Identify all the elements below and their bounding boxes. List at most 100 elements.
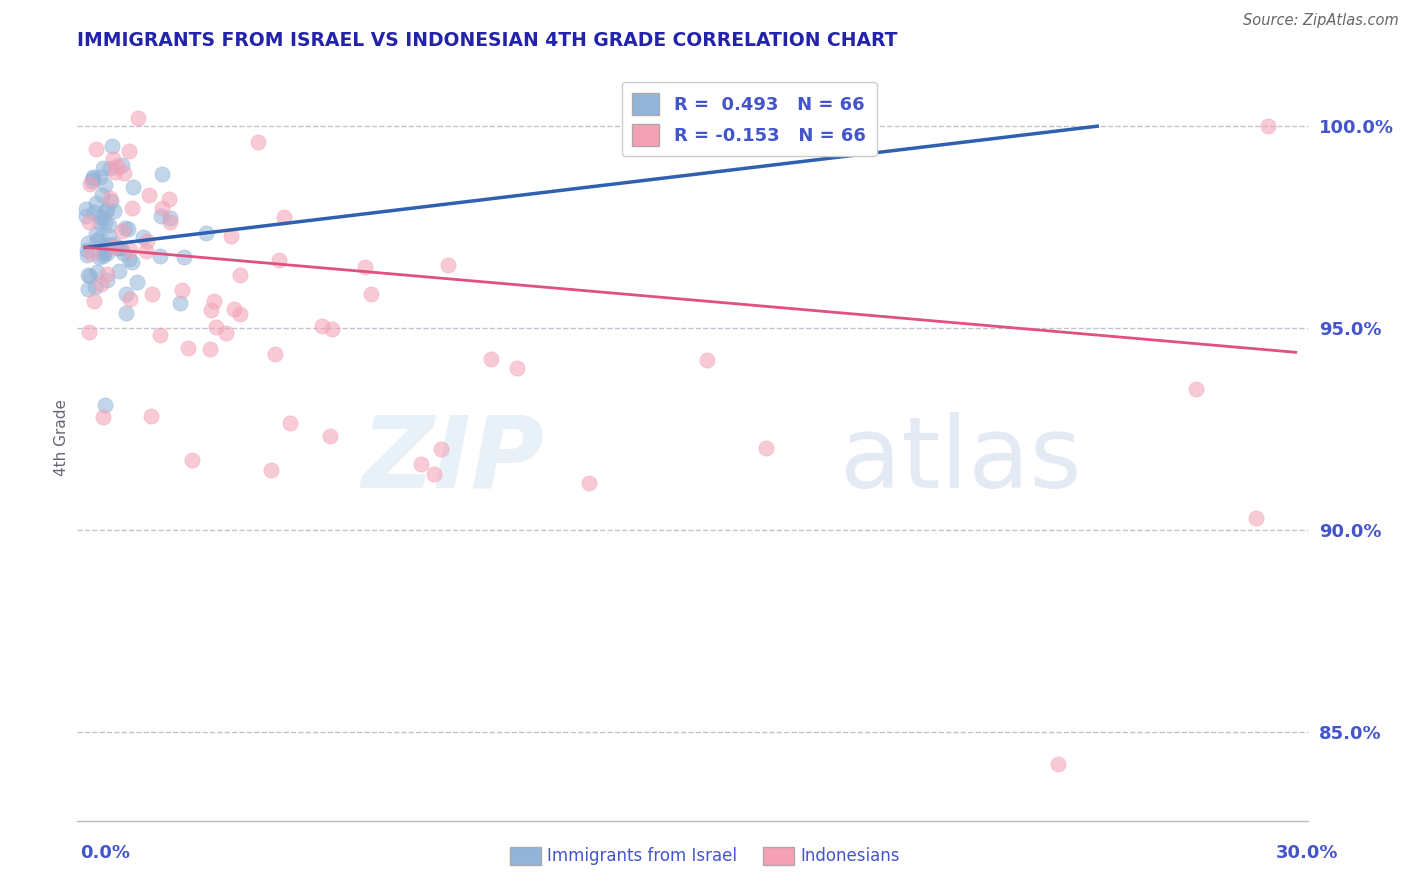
Point bbox=[97, 229, 120, 244]
Point bbox=[506, 360, 529, 375]
Point bbox=[101, 138, 124, 153]
Point bbox=[84, 227, 107, 241]
Point bbox=[94, 398, 117, 412]
Point bbox=[104, 165, 127, 179]
Point bbox=[112, 166, 135, 180]
Point bbox=[319, 429, 342, 443]
Point bbox=[273, 211, 295, 225]
Point bbox=[84, 142, 107, 156]
Point bbox=[111, 224, 134, 238]
Point bbox=[91, 410, 114, 425]
Point bbox=[114, 287, 136, 301]
Point bbox=[121, 201, 143, 215]
Point bbox=[89, 231, 111, 245]
Point bbox=[278, 416, 301, 430]
Point bbox=[91, 161, 114, 176]
Point bbox=[105, 241, 128, 255]
Point bbox=[311, 318, 333, 333]
Point bbox=[77, 325, 100, 339]
Text: atlas: atlas bbox=[841, 411, 1081, 508]
Point bbox=[205, 319, 228, 334]
Text: Indonesians: Indonesians bbox=[800, 847, 900, 865]
Point bbox=[97, 218, 120, 232]
Legend: R =  0.493   N = 66, R = -0.153   N = 66: R = 0.493 N = 66, R = -0.153 N = 66 bbox=[621, 82, 876, 156]
Point bbox=[118, 252, 141, 267]
Point bbox=[120, 243, 142, 257]
Point bbox=[222, 301, 245, 316]
Point bbox=[200, 342, 222, 356]
Point bbox=[84, 196, 107, 211]
Point bbox=[100, 194, 122, 208]
Point bbox=[200, 302, 222, 317]
Point bbox=[90, 277, 112, 291]
Point bbox=[127, 111, 149, 125]
Point bbox=[111, 159, 134, 173]
Point bbox=[108, 264, 131, 278]
Point bbox=[1257, 119, 1279, 133]
Point bbox=[94, 215, 117, 229]
Text: 30.0%: 30.0% bbox=[1277, 844, 1339, 862]
Point bbox=[110, 241, 132, 255]
Point bbox=[157, 192, 180, 206]
Point bbox=[141, 409, 163, 423]
Point bbox=[93, 245, 115, 260]
Point bbox=[76, 248, 98, 262]
Point bbox=[229, 307, 252, 321]
Point bbox=[89, 209, 111, 223]
Point bbox=[260, 463, 283, 477]
Point bbox=[267, 252, 290, 267]
Point bbox=[169, 295, 191, 310]
Point bbox=[103, 237, 125, 252]
Point bbox=[215, 326, 238, 341]
Point bbox=[159, 211, 181, 226]
Point bbox=[264, 347, 287, 361]
Point bbox=[76, 268, 98, 282]
Point bbox=[138, 188, 160, 202]
Point bbox=[91, 211, 114, 226]
Point bbox=[93, 244, 115, 259]
Point bbox=[89, 216, 111, 230]
Point bbox=[82, 170, 104, 185]
Point bbox=[114, 221, 136, 235]
Point bbox=[112, 246, 135, 260]
Point bbox=[80, 246, 103, 260]
Point bbox=[115, 305, 138, 319]
Point bbox=[105, 159, 128, 173]
Point bbox=[149, 249, 172, 263]
Point bbox=[120, 293, 142, 307]
Point bbox=[82, 169, 104, 184]
Point bbox=[75, 210, 97, 224]
Point bbox=[117, 222, 139, 236]
Point bbox=[170, 283, 193, 297]
Point bbox=[118, 145, 141, 159]
Y-axis label: 4th Grade: 4th Grade bbox=[53, 399, 69, 475]
Point bbox=[80, 174, 103, 188]
Point bbox=[75, 202, 97, 217]
Text: IMMIGRANTS FROM ISRAEL VS INDONESIAN 4TH GRADE CORRELATION CHART: IMMIGRANTS FROM ISRAEL VS INDONESIAN 4TH… bbox=[77, 31, 898, 50]
Point bbox=[86, 265, 108, 279]
Point bbox=[1046, 757, 1069, 772]
Point bbox=[94, 178, 117, 193]
Point bbox=[77, 215, 100, 229]
Point bbox=[141, 287, 163, 301]
Point bbox=[429, 442, 451, 456]
Point bbox=[86, 234, 108, 248]
Point bbox=[97, 238, 120, 252]
Point bbox=[150, 168, 173, 182]
Point bbox=[83, 205, 105, 219]
Point bbox=[132, 230, 155, 244]
Point bbox=[125, 276, 148, 290]
Point bbox=[135, 244, 157, 259]
Point bbox=[149, 328, 172, 343]
Point bbox=[110, 241, 132, 255]
Point bbox=[409, 457, 432, 471]
Point bbox=[219, 229, 242, 244]
Point bbox=[79, 269, 101, 284]
Point bbox=[437, 258, 460, 272]
Point bbox=[360, 287, 382, 301]
Point bbox=[173, 250, 195, 264]
Point bbox=[94, 203, 117, 218]
Point bbox=[136, 234, 159, 248]
Point bbox=[247, 135, 270, 149]
Point bbox=[91, 249, 114, 263]
